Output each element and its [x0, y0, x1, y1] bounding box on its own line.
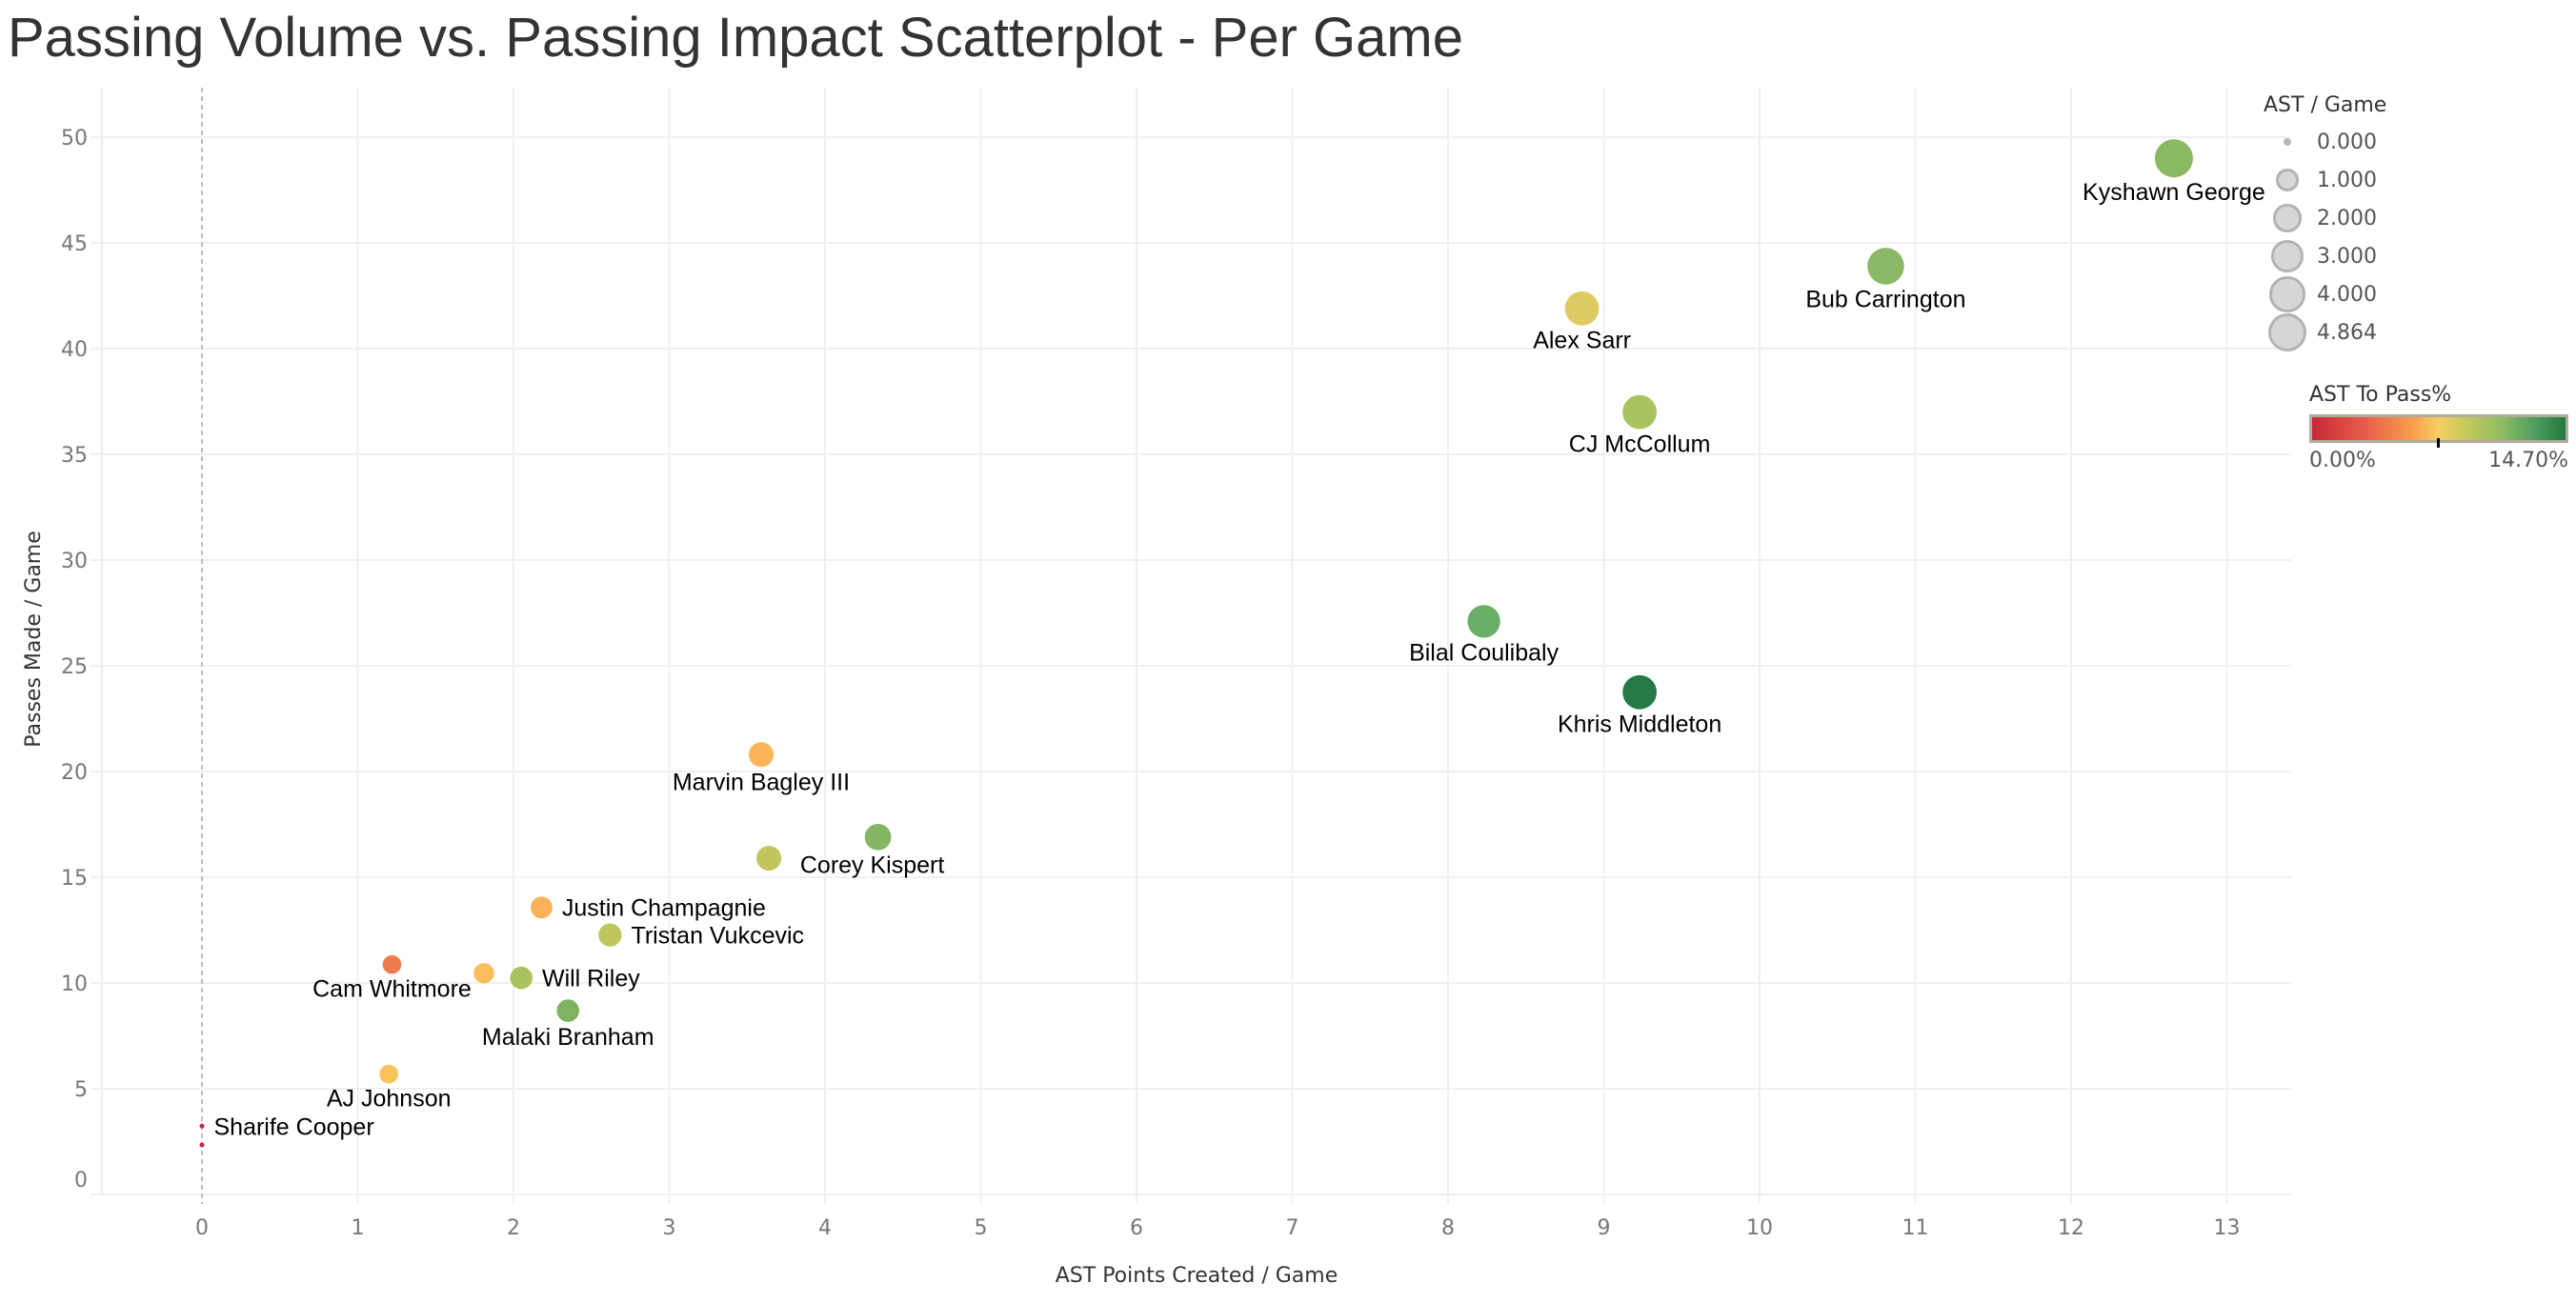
color-legend-max: 14.70% [2488, 449, 2568, 472]
size-legend-label: 3.000 [2317, 244, 2377, 269]
size-legend-label: 4.864 [2317, 320, 2377, 345]
data-point[interactable] [748, 742, 775, 768]
size-legend-circle-icon [2264, 313, 2311, 351]
x-tick-label: 11 [1902, 1216, 1929, 1240]
data-points [199, 139, 2193, 1148]
size-legend: AST / Game 0.000 1.000 2.000 3.000 4.000 4.86… [2264, 93, 2386, 351]
data-point[interactable] [2154, 139, 2193, 178]
y-tick-label: 25 [61, 655, 88, 679]
chart-title: Passing Volume vs. Passing Impact Scatte… [8, 7, 1463, 69]
point-label: Alex Sarr [1533, 328, 1631, 354]
data-point[interactable] [199, 1142, 205, 1148]
color-legend-title: AST To Pass% [2309, 383, 2452, 407]
point-label: Malaki Branham [482, 1024, 654, 1051]
size-legend-label: 1.000 [2317, 168, 2377, 192]
size-legend-label: 2.000 [2317, 206, 2377, 231]
point-label: Bub Carrington [1805, 287, 1965, 313]
data-point[interactable] [379, 1064, 399, 1084]
x-axis-ticks: 0 1 2 3 4 5 6 7 8 9 10 11 12 13 [195, 1216, 2241, 1240]
data-point[interactable] [598, 923, 622, 947]
data-point[interactable] [756, 845, 782, 872]
y-axis-ticks: 0 5 10 15 20 25 30 35 40 45 50 [61, 127, 88, 1193]
data-point[interactable] [199, 1123, 205, 1129]
size-legend-circle-icon [2264, 275, 2311, 313]
size-legend-label: 0.000 [2317, 130, 2377, 154]
size-legend-item: 4.864 [2264, 313, 2386, 351]
x-axis-title: AST Points Created / Game [1056, 1264, 1338, 1288]
data-point[interactable] [1622, 674, 1658, 710]
size-legend-title: AST / Game [2264, 93, 2387, 117]
y-tick-label: 35 [61, 444, 88, 468]
x-tick-label: 12 [2058, 1216, 2084, 1240]
x-tick-label: 9 [1598, 1216, 1611, 1240]
color-ramp-marker [2437, 438, 2440, 448]
point-label: Marvin Bagley III [673, 769, 850, 795]
data-point[interactable] [556, 999, 580, 1022]
point-label: Justin Champagnie [562, 895, 766, 922]
size-legend-items: 0.000 1.000 2.000 3.000 4.000 4.864 [2264, 123, 2386, 351]
y-tick-label: 30 [61, 550, 88, 573]
data-point[interactable] [1622, 394, 1658, 430]
data-point[interactable] [864, 823, 892, 851]
x-tick-label: 0 [195, 1216, 209, 1240]
size-legend-circle-icon [2264, 199, 2311, 237]
y-axis-title: Passes Made / Game [22, 531, 46, 748]
size-legend-item: 2.000 [2264, 199, 2386, 237]
data-point[interactable] [473, 963, 494, 984]
point-label: Khris Middleton [1558, 712, 1721, 738]
point-label: Tristan Vukcevic [632, 923, 805, 950]
x-tick-label: 4 [818, 1216, 832, 1240]
size-legend-item: 0.000 [2264, 123, 2386, 161]
x-tick-label: 5 [975, 1216, 988, 1240]
y-tick-label: 40 [61, 338, 88, 362]
color-legend-min: 0.00% [2309, 449, 2376, 472]
y-tick-label: 5 [74, 1078, 88, 1102]
y-tick-label: 20 [61, 761, 88, 785]
x-tick-label: 1 [352, 1216, 365, 1240]
x-tick-label: 3 [663, 1216, 676, 1240]
y-tick-label: 45 [61, 232, 88, 256]
y-tick-label: 50 [61, 127, 88, 150]
size-legend-label: 4.000 [2317, 282, 2377, 307]
data-point[interactable] [1467, 605, 1500, 638]
x-tick-label: 6 [1130, 1216, 1143, 1240]
y-tick-label: 10 [61, 972, 88, 996]
point-label: Bilal Coulibaly [1409, 640, 1560, 667]
data-point[interactable] [1867, 248, 1904, 285]
point-label: Kyshawn George [2083, 179, 2265, 206]
color-legend: AST To Pass% 0.00% 14.70% [2309, 383, 2568, 472]
point-label: Will Riley [542, 966, 640, 992]
size-legend-item: 3.000 [2264, 237, 2386, 275]
gridlines [91, 88, 2291, 1204]
size-legend-circle-icon [2264, 237, 2311, 275]
size-legend-circle-icon [2264, 123, 2311, 161]
x-tick-label: 2 [507, 1216, 520, 1240]
data-point[interactable] [530, 896, 553, 919]
point-label: Corey Kispert [800, 852, 944, 879]
size-legend-item: 4.000 [2264, 275, 2386, 313]
size-legend-circle-icon [2264, 161, 2311, 199]
point-labels: Kyshawn George Bub Carrington Alex Sarr CJ … [214, 179, 2265, 1140]
data-point[interactable] [510, 966, 533, 990]
y-tick-label: 0 [74, 1169, 88, 1193]
data-point[interactable] [382, 954, 402, 974]
color-ramp [2309, 414, 2568, 448]
data-point[interactable] [1564, 291, 1600, 326]
point-label: AJ Johnson [327, 1085, 452, 1112]
point-label: Sharife Cooper [214, 1113, 374, 1140]
x-tick-label: 7 [1286, 1216, 1299, 1240]
point-label: CJ McCollum [1569, 431, 1711, 458]
x-tick-label: 10 [1746, 1216, 1773, 1240]
x-tick-label: 8 [1441, 1216, 1455, 1240]
point-label: Cam Whitmore [312, 975, 472, 1002]
y-tick-label: 15 [61, 867, 88, 891]
x-tick-label: 13 [2214, 1216, 2241, 1240]
size-legend-item: 1.000 [2264, 161, 2386, 199]
